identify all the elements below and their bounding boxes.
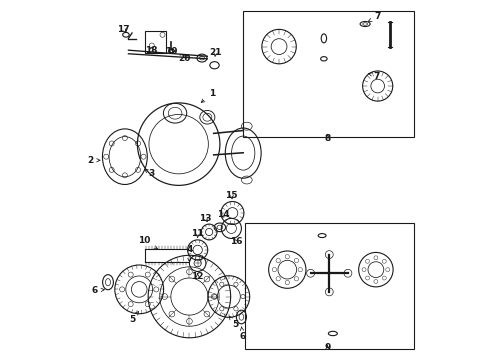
Text: 16: 16 [230, 237, 242, 246]
Text: 5: 5 [229, 316, 239, 329]
Text: 20: 20 [178, 54, 190, 63]
Text: 7: 7 [368, 12, 381, 21]
Text: 2: 2 [87, 156, 100, 165]
Text: 12: 12 [192, 271, 204, 280]
Text: 13: 13 [199, 214, 212, 223]
Text: 7: 7 [368, 72, 380, 81]
Text: 19: 19 [165, 48, 178, 57]
Text: 5: 5 [129, 311, 139, 324]
Text: 4: 4 [186, 246, 193, 262]
Bar [245, 223, 414, 348]
Bar [243, 12, 414, 137]
Text: 18: 18 [145, 46, 157, 55]
Bar [145, 31, 166, 53]
Text: 17: 17 [118, 25, 130, 34]
Text: 8: 8 [324, 134, 331, 143]
Text: 11: 11 [192, 229, 204, 238]
Text: 1: 1 [201, 89, 215, 103]
Text: 15: 15 [225, 191, 238, 200]
Text: 6: 6 [240, 327, 246, 341]
Text: 21: 21 [209, 48, 222, 57]
Text: 10: 10 [138, 237, 158, 249]
Text: 14: 14 [217, 210, 230, 219]
Text: 3: 3 [145, 169, 155, 178]
Text: 9: 9 [324, 343, 331, 352]
Text: 6: 6 [91, 286, 104, 295]
